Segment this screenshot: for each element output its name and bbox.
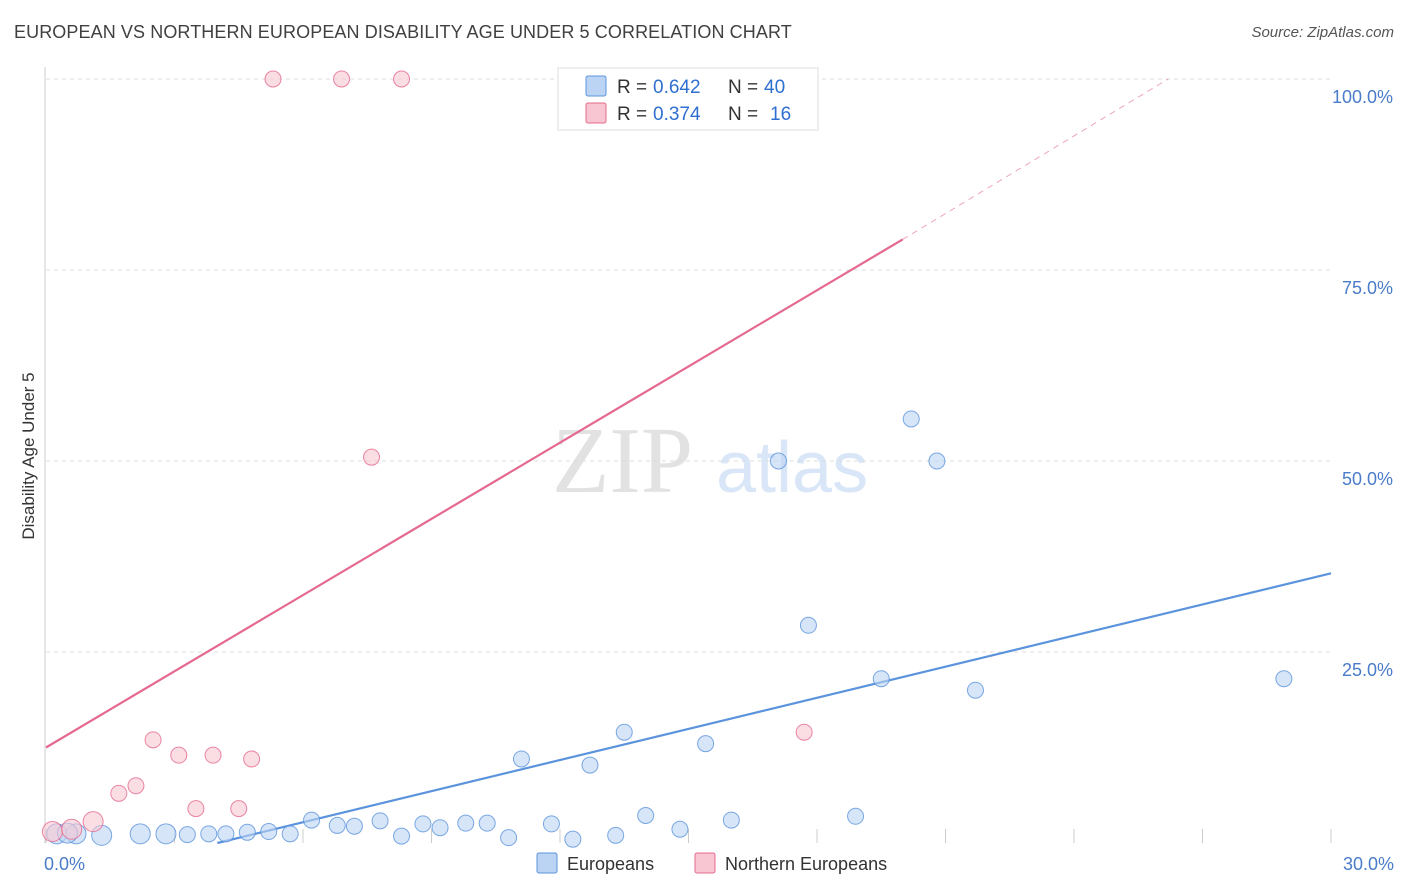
point-northern-europeans-14: [795, 723, 813, 741]
bottom-legend-label-europeans[interactable]: Europeans: [567, 854, 654, 874]
point-northern-europeans-7: [204, 746, 222, 764]
legend-n-label-1: N =: [728, 77, 758, 98]
point-europeans-8: [238, 823, 256, 841]
point-europeans-3: [129, 823, 151, 845]
trend-line-extension: [902, 78, 1169, 240]
bottom-legend-swatch-northern-europeans[interactable]: [694, 852, 716, 874]
y-tick-label-100: 100.0%: [1332, 87, 1393, 107]
point-europeans-29: [697, 735, 715, 753]
point-europeans-31: [769, 452, 787, 470]
trend-line-europeans: [217, 572, 1332, 845]
legend-n-label-2: N =: [728, 104, 758, 125]
point-northern-europeans-13: [393, 70, 411, 88]
y-tick-label-25: 25.0%: [1342, 660, 1393, 680]
point-northern-europeans-15: [61, 818, 83, 840]
point-northern-europeans-4: [144, 731, 162, 749]
point-europeans-27: [637, 806, 655, 824]
point-europeans-7: [217, 825, 235, 843]
point-europeans-13: [345, 817, 363, 835]
point-europeans-32: [799, 616, 817, 634]
y-axis-label: Disability Age Under 5: [19, 372, 38, 539]
point-northern-europeans-1: [82, 811, 104, 833]
bottom-legend-swatch-europeans[interactable]: [536, 852, 558, 874]
point-europeans-19: [478, 814, 496, 832]
watermark-atlas: atlas: [716, 428, 868, 508]
data-points: [41, 70, 1293, 848]
bottom-legend-label-northern-europeans[interactable]: Northern Europeans: [725, 854, 887, 874]
legend-r-value-1: 0.642: [653, 77, 701, 98]
chart-title: EUROPEAN VS NORTHERN EUROPEAN DISABILITY…: [14, 22, 792, 42]
y-tick-labels: 25.0% 50.0% 75.0% 100.0%: [1332, 87, 1393, 680]
y-tick-label-50: 50.0%: [1342, 469, 1393, 489]
source-label[interactable]: Source: ZipAtlas.com: [1251, 24, 1394, 41]
point-europeans-36: [928, 452, 946, 470]
point-europeans-38: [1275, 670, 1293, 688]
point-northern-europeans-2: [110, 784, 128, 802]
trend-lines: [45, 78, 1332, 845]
point-europeans-21: [512, 750, 530, 768]
point-europeans-18: [457, 814, 475, 832]
legend-r-value-2: 0.374: [653, 104, 701, 125]
point-europeans-33: [847, 807, 865, 825]
point-europeans-37: [966, 681, 984, 699]
point-europeans-35: [902, 410, 920, 428]
point-northern-europeans-10: [264, 70, 282, 88]
stats-legend: R = 0.642 N = 40 R = 0.374 N = 16: [557, 67, 819, 131]
point-europeans-14: [371, 812, 389, 830]
series-legend: Europeans Northern Europeans: [536, 852, 887, 874]
point-northern-europeans-11: [333, 70, 351, 88]
x-tick-label-max: 30.0%: [1343, 854, 1394, 874]
point-europeans-11: [303, 811, 321, 829]
point-northern-europeans-0: [41, 821, 63, 843]
point-europeans-22: [542, 815, 560, 833]
point-europeans-17: [431, 819, 449, 837]
point-northern-europeans-5: [170, 746, 188, 764]
point-europeans-16: [414, 815, 432, 833]
point-northern-europeans-6: [187, 800, 205, 818]
point-europeans-6: [200, 825, 218, 843]
point-europeans-25: [607, 826, 625, 844]
point-europeans-23: [564, 830, 582, 848]
point-europeans-10: [281, 825, 299, 843]
point-europeans-9: [260, 823, 278, 841]
legend-r-label-2: R =: [617, 104, 647, 125]
legend-n-value-2: 16: [770, 104, 791, 125]
x-tick-label-min: 0.0%: [44, 854, 85, 874]
point-northern-europeans-3: [127, 777, 145, 795]
point-europeans-34: [872, 670, 890, 688]
point-europeans-12: [328, 816, 346, 834]
point-northern-europeans-12: [363, 448, 381, 466]
point-europeans-20: [500, 829, 518, 847]
point-europeans-15: [393, 827, 411, 845]
point-northern-europeans-8: [230, 800, 248, 818]
point-europeans-30: [722, 811, 740, 829]
legend-r-label-1: R =: [617, 77, 647, 98]
point-europeans-5: [178, 826, 196, 844]
point-northern-europeans-9: [243, 750, 261, 768]
legend-swatch-northern-europeans: [585, 102, 607, 124]
point-europeans-24: [581, 756, 599, 774]
trend-line-northern-europeans: [45, 238, 904, 749]
legend-n-value-1: 40: [764, 77, 785, 98]
point-europeans-28: [671, 820, 689, 838]
point-europeans-26: [615, 723, 633, 741]
y-tick-label-75: 75.0%: [1342, 278, 1393, 298]
point-europeans-4: [155, 823, 177, 845]
legend-swatch-europeans: [585, 75, 607, 97]
